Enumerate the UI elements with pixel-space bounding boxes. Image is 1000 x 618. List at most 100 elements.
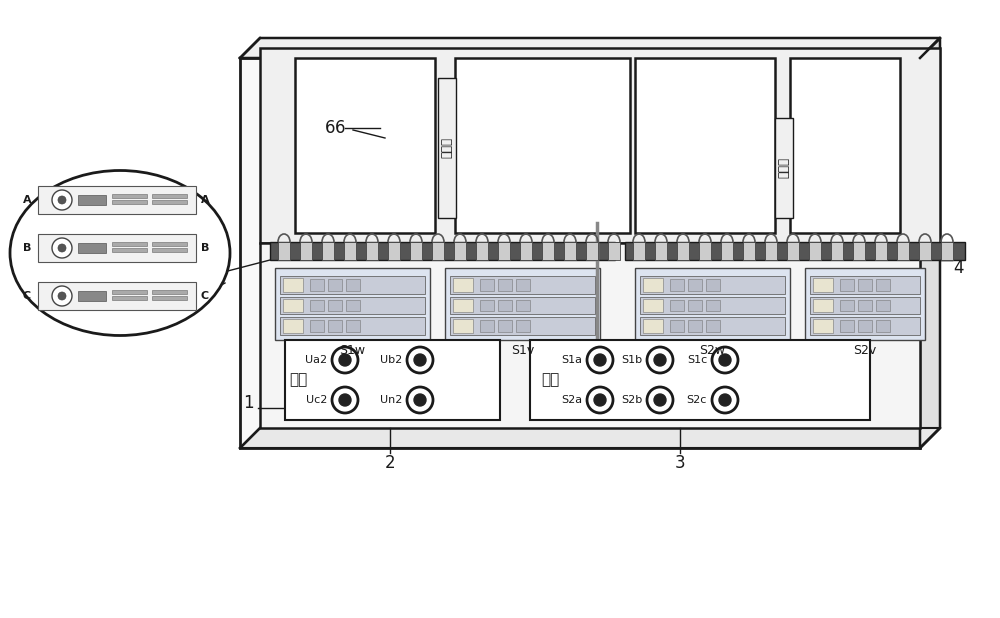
Bar bbox=[721, 242, 733, 260]
Circle shape bbox=[332, 347, 358, 373]
Text: Ua2: Ua2 bbox=[305, 355, 327, 365]
Bar bbox=[112, 200, 147, 204]
Bar bbox=[813, 320, 833, 333]
Bar bbox=[310, 320, 324, 332]
Polygon shape bbox=[920, 38, 940, 448]
Bar bbox=[831, 242, 843, 260]
Bar bbox=[300, 242, 312, 260]
Bar bbox=[813, 298, 833, 312]
Bar bbox=[285, 340, 500, 420]
Circle shape bbox=[414, 354, 426, 366]
Bar bbox=[876, 300, 890, 311]
Bar bbox=[152, 290, 187, 294]
Text: B: B bbox=[23, 243, 31, 253]
Bar bbox=[346, 279, 360, 290]
Bar bbox=[152, 194, 187, 198]
Circle shape bbox=[587, 387, 613, 413]
Bar bbox=[706, 320, 720, 332]
Circle shape bbox=[647, 387, 673, 413]
Bar bbox=[564, 242, 576, 260]
Bar bbox=[283, 320, 303, 333]
Bar bbox=[635, 58, 775, 233]
Bar bbox=[876, 320, 890, 332]
Bar bbox=[283, 278, 303, 292]
Bar bbox=[310, 300, 324, 311]
Bar bbox=[344, 242, 356, 260]
Bar bbox=[941, 242, 953, 260]
Bar bbox=[450, 276, 595, 294]
Text: Ub2: Ub2 bbox=[380, 355, 402, 365]
Bar bbox=[706, 300, 720, 311]
Circle shape bbox=[407, 387, 433, 413]
Bar bbox=[498, 300, 512, 311]
Bar bbox=[633, 242, 645, 260]
Bar bbox=[840, 320, 854, 332]
Circle shape bbox=[587, 347, 613, 373]
Bar bbox=[765, 242, 777, 260]
Circle shape bbox=[52, 238, 72, 258]
Text: S1v: S1v bbox=[511, 344, 534, 357]
Bar bbox=[152, 296, 187, 300]
Bar bbox=[919, 242, 931, 260]
Bar bbox=[78, 291, 106, 301]
Bar bbox=[498, 242, 510, 260]
Bar bbox=[810, 276, 920, 294]
Bar bbox=[388, 242, 400, 260]
Text: 新表位: 新表位 bbox=[440, 137, 454, 158]
Bar bbox=[270, 242, 615, 260]
Ellipse shape bbox=[10, 171, 230, 336]
Circle shape bbox=[647, 347, 673, 373]
Bar bbox=[328, 320, 342, 332]
Bar bbox=[346, 300, 360, 311]
Bar bbox=[280, 297, 425, 315]
Bar bbox=[280, 276, 425, 294]
Bar bbox=[810, 317, 920, 335]
Bar bbox=[112, 290, 147, 294]
Bar bbox=[640, 317, 785, 335]
Bar bbox=[677, 242, 689, 260]
Bar bbox=[476, 242, 488, 260]
Text: C: C bbox=[23, 291, 31, 301]
Bar bbox=[453, 278, 473, 292]
Circle shape bbox=[594, 394, 606, 406]
Bar bbox=[542, 242, 554, 260]
Circle shape bbox=[712, 387, 738, 413]
Bar bbox=[310, 279, 324, 290]
Circle shape bbox=[339, 354, 351, 366]
Text: S2a: S2a bbox=[561, 395, 582, 405]
Bar bbox=[450, 297, 595, 315]
Text: 6: 6 bbox=[325, 119, 335, 137]
Bar bbox=[810, 297, 920, 315]
Bar bbox=[152, 248, 187, 252]
Bar bbox=[450, 317, 595, 335]
Bar bbox=[858, 320, 872, 332]
Text: Uc2: Uc2 bbox=[306, 395, 327, 405]
Bar bbox=[328, 300, 342, 311]
Bar bbox=[410, 242, 422, 260]
Circle shape bbox=[414, 394, 426, 406]
Bar bbox=[438, 78, 456, 218]
Bar bbox=[240, 58, 920, 448]
Circle shape bbox=[594, 354, 606, 366]
Bar bbox=[640, 276, 785, 294]
Text: S2c: S2c bbox=[687, 395, 707, 405]
Text: Un2: Un2 bbox=[380, 395, 402, 405]
Circle shape bbox=[58, 196, 66, 204]
Circle shape bbox=[719, 394, 731, 406]
Bar bbox=[643, 278, 663, 292]
Bar bbox=[38, 282, 196, 310]
Bar bbox=[670, 320, 684, 332]
Bar bbox=[853, 242, 865, 260]
Bar bbox=[858, 279, 872, 290]
Bar bbox=[586, 242, 598, 260]
Text: S1a: S1a bbox=[561, 355, 582, 365]
Text: 旧表位: 旧表位 bbox=[778, 158, 790, 179]
Bar bbox=[699, 242, 711, 260]
Bar bbox=[78, 243, 106, 253]
Bar bbox=[813, 278, 833, 292]
Bar bbox=[530, 340, 870, 420]
Bar bbox=[625, 242, 965, 260]
Text: 5: 5 bbox=[173, 299, 183, 317]
Bar bbox=[670, 279, 684, 290]
Text: 3: 3 bbox=[675, 454, 685, 472]
